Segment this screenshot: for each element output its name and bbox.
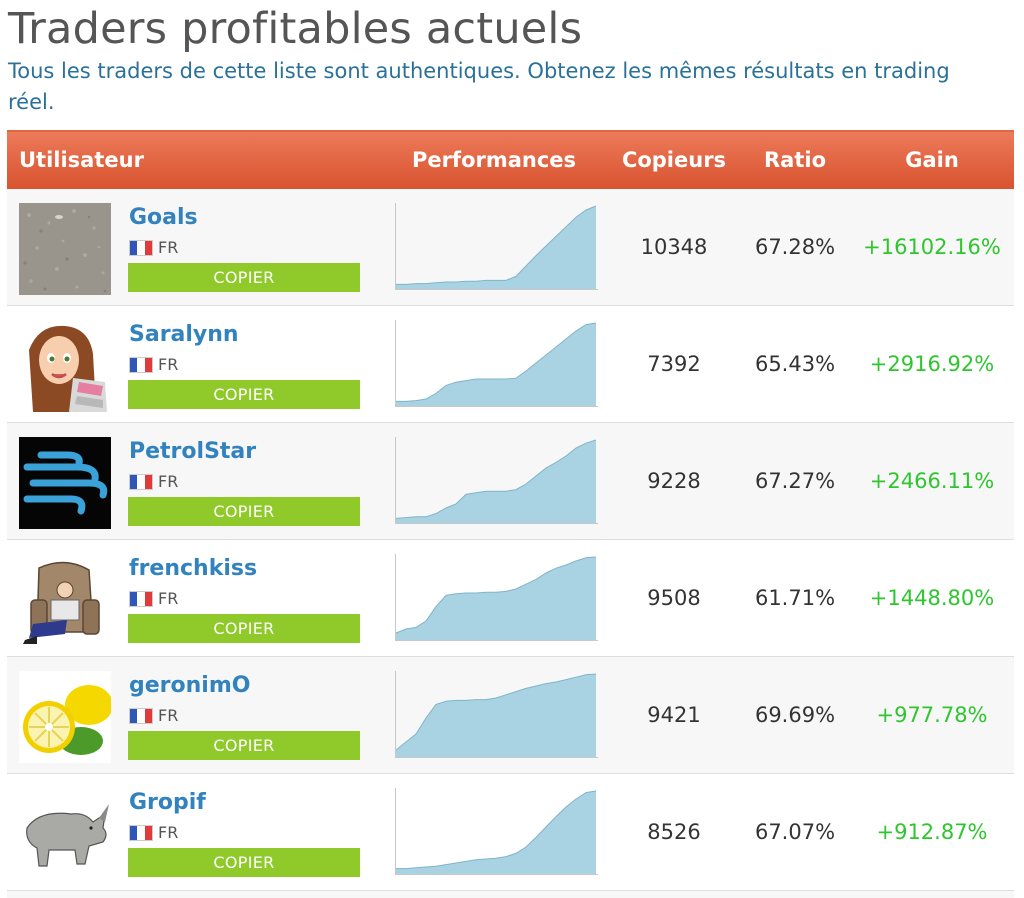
trader-row: frenchkiss FR COPIER 9508 61.71% +1448.8… (7, 540, 1014, 657)
trader-row: PetrolStar FR COPIER 9228 67.27% +2466.1… (7, 423, 1014, 540)
sparkline-area (396, 440, 596, 523)
trader-row: Goals FR COPIER 10348 67.28% +16102.16% (7, 189, 1014, 306)
gain-value: +912.87% (876, 820, 988, 844)
sparkline-line (396, 322, 596, 402)
win-ratio: 67.28% (754, 235, 836, 259)
rhinoceros-avatar[interactable] (19, 788, 111, 880)
performance-sparkline (395, 554, 598, 641)
performance-sparkline (395, 320, 598, 407)
header-user: Utilisateur (19, 148, 144, 172)
trader-username[interactable]: Gropif (129, 790, 206, 815)
sparkline-area (396, 674, 596, 757)
trader-country: FR (158, 823, 179, 842)
france-flag-icon (129, 474, 153, 490)
win-ratio: 69.69% (754, 703, 836, 727)
sleeping-man-armchair-avatar[interactable] (19, 554, 111, 646)
sparkline-area (396, 323, 596, 406)
gain-value: +1448.80% (869, 586, 995, 610)
header-gain: Gain (905, 148, 959, 172)
win-ratio: 61.71% (754, 586, 836, 610)
trader-username[interactable]: frenchkiss (129, 556, 258, 581)
sparkline-area (396, 206, 596, 289)
sparkline-area (396, 557, 596, 640)
win-ratio: 65.43% (754, 352, 836, 376)
copiers-count: 7392 (647, 352, 701, 376)
gain-value: +16102.16% (863, 235, 1001, 259)
france-flag-icon (129, 240, 153, 256)
trader-country: FR (158, 238, 179, 257)
lemons-avatar[interactable] (19, 671, 111, 763)
copiers-count: 8526 (647, 820, 701, 844)
sparkline-line (396, 790, 596, 870)
traders-table: Utilisateur Performances Copieurs Ratio … (7, 130, 1014, 891)
copy-trader-button[interactable]: COPIER (128, 380, 360, 409)
copy-trader-button[interactable]: COPIER (128, 497, 360, 526)
page-title: Traders profitables actuels (8, 4, 583, 54)
sparkline-area (396, 791, 596, 874)
copy-trader-button[interactable]: COPIER (128, 848, 360, 877)
wind-logo-avatar[interactable] (19, 437, 111, 529)
gain-value: +977.78% (876, 703, 988, 727)
copiers-count: 9421 (647, 703, 701, 727)
copiers-count: 10348 (640, 235, 708, 259)
table-footer-edge (7, 891, 1014, 898)
cartoon-girl-avatar[interactable] (19, 320, 111, 412)
header-ratio: Ratio (763, 148, 826, 172)
trader-country: FR (158, 706, 179, 725)
sparkline-line (396, 205, 596, 285)
copy-trader-button[interactable]: COPIER (128, 614, 360, 643)
sparkline-line (396, 673, 596, 751)
gain-value: +2916.92% (869, 352, 995, 376)
win-ratio: 67.07% (754, 820, 836, 844)
trader-username[interactable]: Saralynn (129, 322, 239, 347)
france-flag-icon (129, 708, 153, 724)
trader-row: Saralynn FR COPIER 7392 65.43% +2916.92% (7, 306, 1014, 423)
gain-value: +2466.11% (869, 469, 995, 493)
copy-trader-button[interactable]: COPIER (128, 263, 360, 292)
copiers-count: 9508 (647, 586, 701, 610)
sparkline-line (396, 556, 596, 634)
trader-country: FR (158, 472, 179, 491)
trader-username[interactable]: Goals (129, 205, 198, 230)
copy-trader-button[interactable]: COPIER (128, 731, 360, 760)
sparkline-line (396, 439, 596, 519)
performance-sparkline (395, 671, 598, 758)
header-performance: Performances (411, 148, 577, 172)
france-flag-icon (129, 357, 153, 373)
trader-row: geronimO FR COPIER 9421 69.69% +977.78% (7, 657, 1014, 774)
gravel-texture-avatar[interactable] (19, 203, 111, 295)
copiers-count: 9228 (647, 469, 701, 493)
performance-sparkline (395, 437, 598, 524)
performance-sparkline (395, 203, 598, 290)
page-subtitle: Tous les traders de cette liste sont aut… (8, 59, 950, 114)
table-header: Utilisateur Performances Copieurs Ratio … (7, 130, 1014, 189)
trader-username[interactable]: geronimO (129, 673, 251, 698)
trader-row: Gropif FR COPIER 8526 67.07% +912.87% (7, 774, 1014, 891)
trader-country: FR (158, 355, 179, 374)
performance-sparkline (395, 788, 598, 875)
trader-username[interactable]: PetrolStar (129, 439, 257, 464)
win-ratio: 67.27% (754, 469, 836, 493)
trader-country: FR (158, 589, 179, 608)
france-flag-icon (129, 591, 153, 607)
table-body: Goals FR COPIER 10348 67.28% +16102.16% … (7, 189, 1014, 891)
france-flag-icon (129, 825, 153, 841)
header-copiers: Copieurs (621, 148, 727, 172)
